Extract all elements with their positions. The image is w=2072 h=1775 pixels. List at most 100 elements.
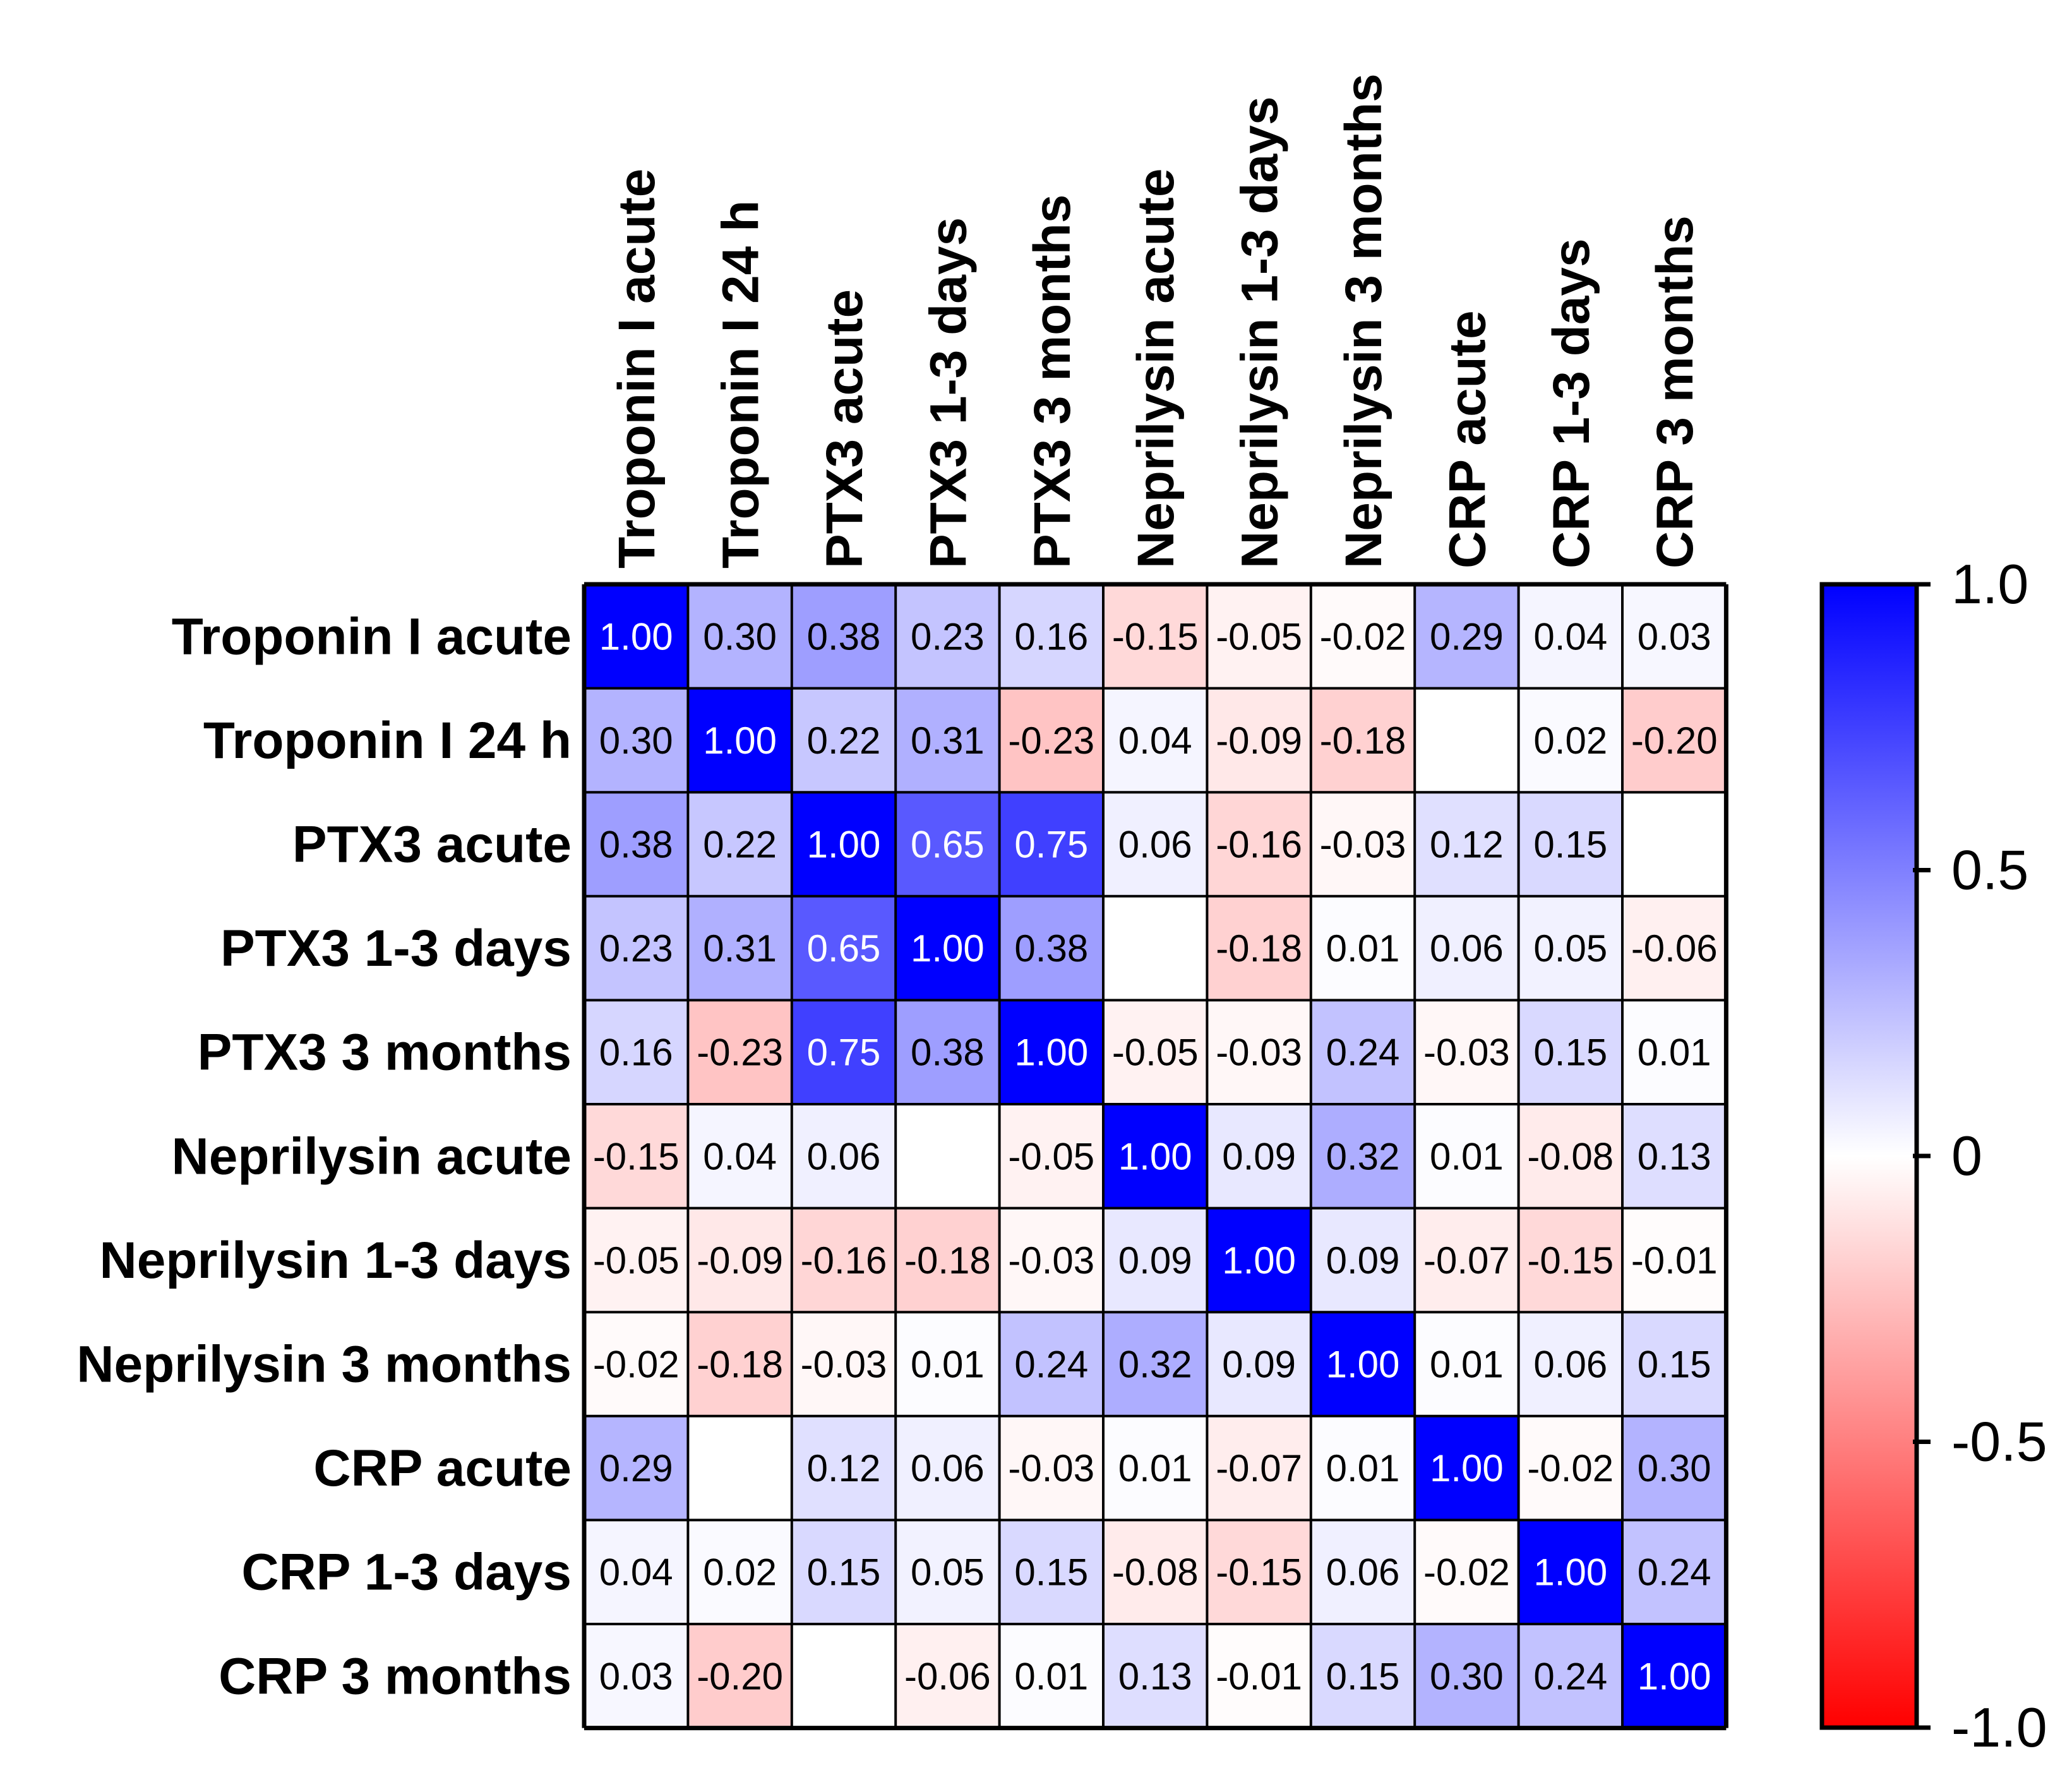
heatmap-cell — [584, 896, 688, 1001]
heatmap-cell — [791, 1416, 896, 1520]
heatmap-cell-value: -0.03 — [1423, 1032, 1510, 1074]
heatmap-cell-value: -0.20 — [1631, 719, 1718, 762]
heatmap-cell-value: -0.09 — [1216, 719, 1302, 762]
heatmap-cell-value: 0.01 — [911, 1344, 985, 1386]
heatmap-cell — [584, 1000, 688, 1104]
heatmap-cell-value: 0.01 — [1430, 1344, 1504, 1386]
heatmap-cell-value: -0.06 — [1631, 927, 1718, 970]
heatmap-cell-value: 0.06 — [807, 1135, 881, 1177]
heatmap-cell — [895, 1416, 1000, 1520]
heatmap-cell — [1518, 584, 1622, 689]
heatmap-value-labels: 1.00 0.30 0.38 0.23 0.16 -0.15 -0.05 -0.02 0.29 0… — [593, 615, 1718, 1697]
heatmap-cell-value: 1.00 — [1638, 1655, 1711, 1697]
row-label: Troponin I acute — [172, 608, 572, 665]
heatmap-cell — [688, 1104, 792, 1208]
heatmap-cell — [1415, 896, 1519, 1001]
heatmap-gridlines — [582, 582, 1728, 1731]
heatmap-cell — [1310, 584, 1415, 689]
heatmap-cell — [1207, 1416, 1311, 1520]
column-label: CRP acute — [1439, 310, 1496, 569]
heatmap-cell-value: 0.16 — [1014, 615, 1088, 658]
heatmap-cell-value: 0.15 — [807, 1551, 881, 1594]
column-label: CRP 3 months — [1646, 215, 1704, 569]
heatmap-cell — [1103, 1000, 1207, 1104]
heatmap-cell — [584, 1416, 688, 1520]
heatmap-cell-value: 0.32 — [1118, 1344, 1192, 1386]
heatmap-cell-value: 0.01 — [1326, 927, 1400, 970]
heatmap-cell-value: 0.05 — [911, 1551, 985, 1594]
heatmap-cell — [1207, 1104, 1311, 1208]
column-label: PTX3 acute — [816, 289, 873, 569]
heatmap-cell — [791, 1624, 896, 1728]
heatmap-cell — [688, 896, 792, 1001]
heatmap-cell — [1310, 896, 1415, 1001]
column-label: Neprilysin 1-3 days — [1231, 97, 1289, 569]
heatmap-cell — [1622, 792, 1727, 896]
heatmap-cell — [999, 688, 1103, 793]
heatmap-cell-value: 0.04 — [599, 1551, 673, 1594]
heatmap-cell — [688, 1416, 792, 1520]
heatmap-cell — [688, 1520, 792, 1624]
heatmap-cell — [1310, 792, 1415, 896]
heatmap-cell — [1415, 1520, 1519, 1624]
heatmap-cell-value: -0.08 — [1112, 1551, 1199, 1594]
heatmap-cell — [688, 1312, 792, 1416]
heatmap-cell-value: 0.23 — [911, 615, 985, 658]
heatmap-cell — [999, 1104, 1103, 1208]
heatmap-cell-value: 0.75 — [807, 1032, 881, 1074]
heatmap-cell — [895, 1104, 1000, 1208]
heatmap-cell-value: 0.15 — [1533, 824, 1607, 866]
heatmap-cell-value: 1.00 — [1326, 1344, 1400, 1386]
heatmap-cell-value: -0.16 — [801, 1239, 887, 1282]
heatmap-cell-value: 0.24 — [1326, 1032, 1400, 1074]
heatmap-cell — [1518, 1000, 1622, 1104]
colorbar-legend: 1.0 0.5 0 -0.5 -1.0 — [1819, 553, 2047, 1759]
heatmap-cell-value: -0.02 — [593, 1344, 680, 1386]
heatmap-cell — [999, 1624, 1103, 1728]
row-label: CRP acute — [313, 1440, 572, 1497]
colorbar-tick-label: 1.0 — [1951, 553, 2028, 615]
heatmap-cell — [791, 1520, 896, 1624]
heatmap-cell-value: 0.03 — [1638, 615, 1711, 658]
heatmap-cell-value: 0.01 — [1014, 1655, 1088, 1697]
heatmap-cell — [1103, 1208, 1207, 1313]
column-label: Troponin I 24 h — [712, 200, 770, 569]
heatmap-cell — [1415, 584, 1519, 689]
heatmap-cell-value: 0.15 — [1638, 1344, 1711, 1386]
heatmap-cell-value: -0.23 — [697, 1032, 783, 1074]
heatmap-cell — [1310, 1312, 1415, 1416]
heatmap-cell-value: -0.02 — [1527, 1447, 1614, 1489]
heatmap-cell — [791, 688, 896, 793]
heatmap-cell-value: -0.05 — [1216, 615, 1302, 658]
heatmap-cell — [1622, 1520, 1727, 1624]
heatmap-cell — [1310, 1520, 1415, 1624]
heatmap-cell-value: -0.01 — [1631, 1239, 1718, 1282]
heatmap-cell-value: -0.02 — [1423, 1551, 1510, 1594]
heatmap-cell — [584, 1104, 688, 1208]
heatmap-cell-value: -0.03 — [1320, 824, 1406, 866]
heatmap-cell-value: -0.07 — [1423, 1239, 1510, 1282]
heatmap-cell — [999, 1000, 1103, 1104]
colorbar-tick-label: 0 — [1951, 1124, 1982, 1187]
heatmap-cell-value: 1.00 — [1118, 1135, 1192, 1177]
heatmap-cell-value: 0.01 — [1326, 1447, 1400, 1489]
heatmap-cell — [688, 1208, 792, 1313]
heatmap-cell-value: -0.18 — [697, 1344, 783, 1386]
heatmap-cell — [895, 688, 1000, 793]
heatmap-cell-value: -0.08 — [1527, 1135, 1614, 1177]
heatmap-cell-value: -0.01 — [1216, 1655, 1302, 1697]
column-label: Troponin I acute — [608, 169, 666, 569]
heatmap-cell-value: 0.09 — [1222, 1344, 1296, 1386]
heatmap-cell-value: 0.15 — [1014, 1551, 1088, 1594]
column-label: CRP 1-3 days — [1543, 238, 1600, 569]
heatmap-cell-value: -0.03 — [801, 1344, 887, 1386]
heatmap-cell — [688, 792, 792, 896]
heatmap-cell-value: 0.29 — [1430, 615, 1504, 658]
heatmap-cell-value: 0.06 — [1430, 927, 1504, 970]
heatmap-cell-value: 0.38 — [1014, 927, 1088, 970]
heatmap-cell-value: -0.16 — [1216, 824, 1302, 866]
heatmap-cell — [1207, 1312, 1311, 1416]
heatmap-cell-value: 0.65 — [911, 824, 985, 866]
heatmap-cell — [584, 1208, 688, 1313]
heatmap-cell-value: 1.00 — [703, 719, 777, 762]
